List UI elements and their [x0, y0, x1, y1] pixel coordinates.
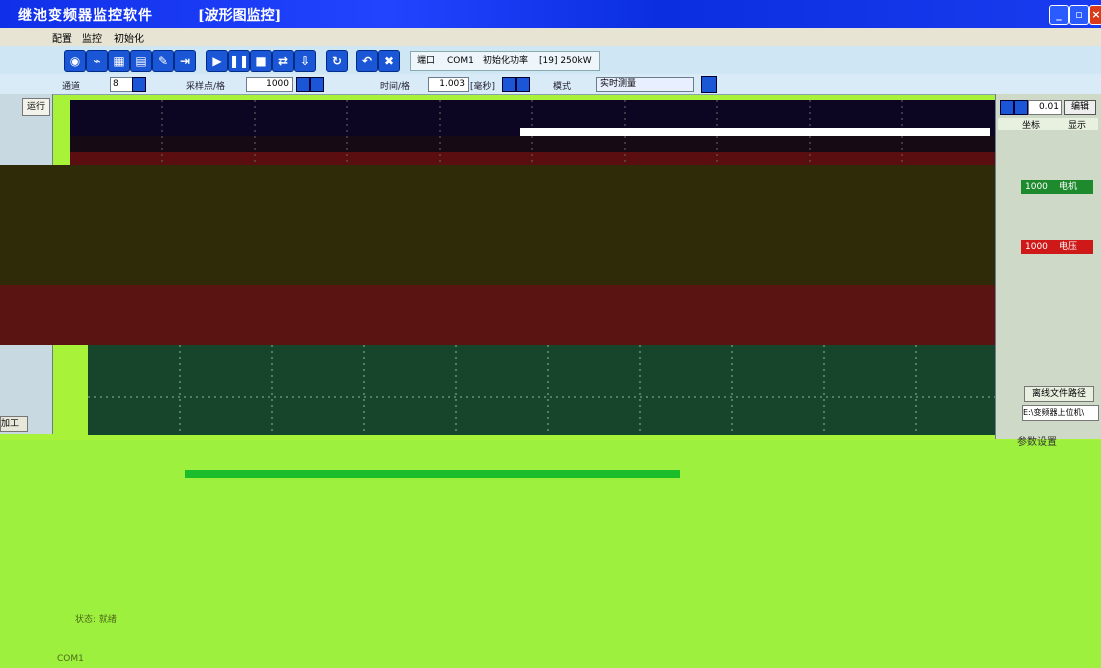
sample-up-button[interactable] [296, 77, 310, 92]
waveform-display-lower[interactable] [88, 345, 1008, 435]
chart-icon[interactable]: ⌁ [86, 50, 108, 72]
run-button[interactable]: 运行 [22, 98, 50, 116]
time-up-button[interactable] [502, 77, 516, 92]
col-coord: 坐标 [1022, 121, 1041, 131]
cancel-icon[interactable]: ✖ [378, 50, 400, 72]
stop-icon[interactable]: ■ [250, 50, 272, 72]
menu-item-config[interactable]: 配置 [52, 34, 72, 45]
progress-bar [185, 470, 680, 478]
lower-panel [0, 440, 1101, 668]
channel-row-1-coord: 1000 [1025, 182, 1048, 192]
sample-down-button[interactable] [310, 77, 324, 92]
channel-label: 通道 [62, 82, 81, 92]
init-power-label: 初始化功率 [483, 56, 529, 66]
init-power-value: [19] 250kW [539, 56, 592, 66]
time-field[interactable]: 1.003 [428, 77, 469, 92]
waveform-channel-c [0, 285, 995, 345]
channel-spinner[interactable] [132, 77, 146, 92]
restore-button[interactable]: ▫ [1069, 5, 1089, 25]
table-icon[interactable]: ▤ [130, 50, 152, 72]
window-title: 继池变频器监控软件 [18, 8, 153, 24]
time-unit: [毫秒] [470, 82, 496, 92]
grid-icon[interactable]: ▦ [108, 50, 130, 72]
time-label: 时间/格 [380, 82, 411, 92]
col-display: 显示 [1068, 121, 1087, 131]
channel-row-2[interactable]: 1000 电压 [1021, 240, 1093, 254]
offline-path-field[interactable]: E:\变频器上位机\ [1022, 405, 1099, 421]
pause-icon[interactable]: ❚❚ [228, 50, 250, 72]
offline-path-button[interactable]: 离线文件路径 [1024, 386, 1094, 402]
channel-row-1-name: 电机 [1059, 182, 1078, 192]
sample-field[interactable]: 1000 [246, 77, 293, 92]
port-info-panel: 端口 COM1 初始化功率 [19] 250kW [410, 51, 600, 71]
scope-params-bar: 通道 8 采样点/格 1000 时间/格 1.003 [毫秒] 模式 实时测量 [0, 74, 1101, 95]
play-icon[interactable]: ▶ [206, 50, 228, 72]
mode-label: 模式 [553, 82, 572, 92]
toolbar: ◉ ⌁ ▦ ▤ ✎ ⇥ ▶ ❚❚ ■ ⇄ ⇩ ↻ ↶ ✖ 端口 COM1 初始化… [0, 46, 1101, 75]
port-label: 端口 [417, 56, 436, 66]
sample-label: 采样点/格 [186, 82, 226, 92]
minimize-button[interactable]: _ [1049, 5, 1069, 25]
window-subtitle: [波形图监控] [198, 8, 282, 24]
scale-up-button[interactable] [1000, 100, 1014, 115]
port-value: COM1 [447, 56, 474, 66]
scale-field[interactable]: 0.01 [1028, 100, 1062, 115]
process-button[interactable]: 加工 [0, 416, 28, 432]
channel-row-2-coord: 1000 [1025, 242, 1048, 252]
status-port-label: COM1 [57, 654, 84, 664]
title-bar: 继池变频器监控软件 [波形图监控] _ ▫ × [0, 0, 1101, 28]
status-label: 状态: 就绪 [75, 615, 117, 625]
read-icon[interactable]: ⇄ [272, 50, 294, 72]
scale-down-button[interactable] [1014, 100, 1028, 115]
channel-table-header: 坐标 显示 [998, 118, 1098, 131]
connect-icon[interactable]: ◉ [64, 50, 86, 72]
undo-icon[interactable]: ↶ [356, 50, 378, 72]
param-setting-label[interactable]: 参数设置 [1017, 437, 1057, 448]
export-icon[interactable]: ⇥ [174, 50, 196, 72]
edit-icon[interactable]: ✎ [152, 50, 174, 72]
scope-grid-lower [88, 345, 1008, 435]
channel-row-1[interactable]: 1000 电机 [1021, 180, 1093, 194]
close-button[interactable]: × [1089, 5, 1101, 25]
menu-item-monitor[interactable]: 监控 [82, 34, 102, 45]
mode-select[interactable]: 实时测量 [596, 77, 694, 92]
menu-item-init[interactable]: 初始化 [114, 34, 144, 45]
mode-options-icon[interactable] [701, 76, 717, 93]
menu-bar: 配置 监控 初始化 [0, 28, 1101, 47]
channel-row-2-name: 电压 [1059, 242, 1078, 252]
edit-button[interactable]: 编辑 [1064, 100, 1096, 115]
download-icon[interactable]: ⇩ [294, 50, 316, 72]
right-panel: 0.01 编辑 坐标 显示 1000 电机 1000 电压 离线文件路径 E:\… [995, 94, 1101, 439]
refresh-icon[interactable]: ↻ [326, 50, 348, 72]
time-down-button[interactable] [516, 77, 530, 92]
